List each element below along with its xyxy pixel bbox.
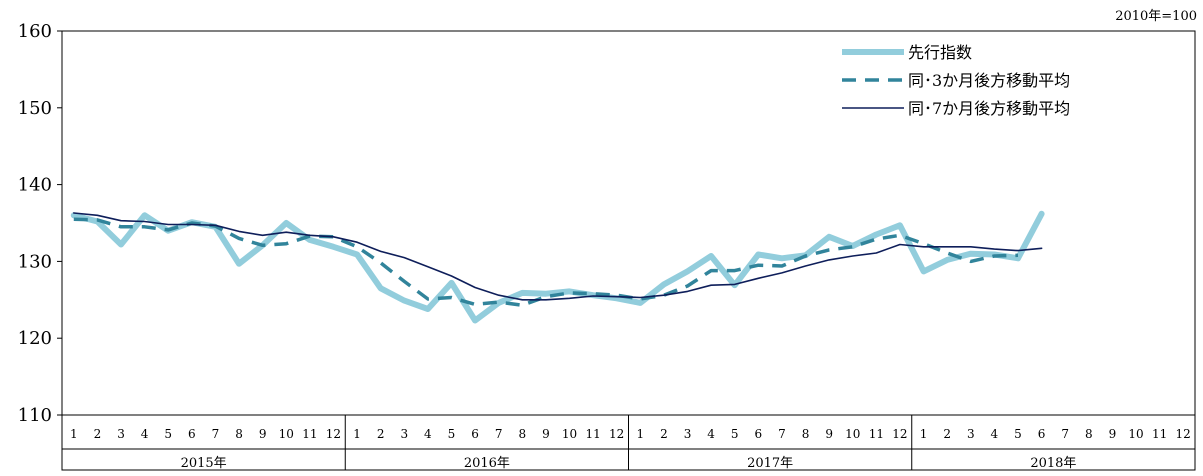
- x-tick-label: 4: [141, 427, 149, 441]
- year-label: 2016年: [464, 456, 510, 471]
- y-tick-label: 130: [18, 251, 52, 272]
- x-tick-label: 11: [585, 427, 600, 441]
- y-tick-label: 110: [18, 405, 52, 426]
- x-tick-label: 4: [707, 427, 715, 441]
- legend-label-2: 同･3か月後方移動平均: [908, 71, 1070, 90]
- x-tick-label: 6: [1038, 427, 1046, 441]
- x-tick-label: 3: [967, 427, 975, 441]
- x-tick-label: 11: [869, 427, 884, 441]
- x-tick-label: 8: [235, 427, 243, 441]
- x-tick-label: 5: [164, 427, 172, 441]
- y-axis-ticks: 110 120 130 140 150 160: [18, 21, 62, 426]
- x-tick-label: 1: [920, 427, 928, 441]
- year-label: 2017年: [747, 456, 793, 471]
- series-line-3: [73, 212, 1043, 301]
- x-tick-label: 9: [259, 427, 267, 441]
- x-tick-label: 3: [684, 427, 692, 441]
- x-tick-label: 10: [562, 427, 577, 441]
- x-tick-label: 2: [94, 427, 102, 441]
- x-tick-label: 2: [660, 427, 668, 441]
- year-label: 2018年: [1030, 456, 1076, 471]
- unit-note: 2010年=100: [1115, 9, 1197, 24]
- x-tick-label: 3: [400, 427, 408, 441]
- x-tick-label: 4: [991, 427, 999, 441]
- x-tick-label: 12: [326, 427, 341, 441]
- series-lines: [70, 210, 1045, 324]
- x-tick-label: 12: [609, 427, 624, 441]
- x-tick-label: 3: [117, 427, 125, 441]
- y-tick-label: 120: [18, 328, 52, 349]
- x-tick-label: 2: [377, 427, 385, 441]
- y-tick-label: 140: [18, 175, 52, 196]
- x-tick-label: 2: [943, 427, 951, 441]
- x-tick-label: 1: [353, 427, 361, 441]
- x-tick-label: 7: [212, 427, 220, 441]
- x-tick-label: 10: [279, 427, 294, 441]
- x-tick-label: 11: [302, 427, 317, 441]
- x-tick-label: 7: [1061, 427, 1069, 441]
- x-tick-label: 5: [1014, 427, 1022, 441]
- x-tick-label: 9: [542, 427, 550, 441]
- x-tick-label: 7: [778, 427, 786, 441]
- legend-label-1: 先行指数: [908, 43, 972, 62]
- x-tick-label: 10: [845, 427, 860, 441]
- x-tick-label: 12: [892, 427, 907, 441]
- x-tick-label: 1: [636, 427, 644, 441]
- x-tick-label: 8: [1085, 427, 1093, 441]
- x-tick-label: 5: [448, 427, 456, 441]
- x-tick-label: 9: [1109, 427, 1117, 441]
- series-line-2: [73, 217, 1019, 307]
- x-tick-label: 6: [188, 427, 196, 441]
- legend-label-3: 同･7か月後方移動平均: [908, 99, 1070, 118]
- x-tick-label: 1: [70, 427, 78, 441]
- x-tick-label: 7: [495, 427, 503, 441]
- x-tick-label: 10: [1128, 427, 1143, 441]
- x-tick-label: 6: [755, 427, 763, 441]
- x-tick-label: 12: [1176, 427, 1191, 441]
- series-line-1: [70, 210, 1045, 324]
- x-tick-label: 9: [825, 427, 833, 441]
- x-tick-label: 5: [731, 427, 739, 441]
- x-tick-label: 4: [424, 427, 432, 441]
- y-tick-label: 160: [18, 21, 52, 42]
- x-tick-label: 8: [802, 427, 810, 441]
- year-label: 2015年: [181, 456, 227, 471]
- y-tick-label: 150: [18, 98, 52, 119]
- x-tick-label: 6: [471, 427, 479, 441]
- x-tick-label: 8: [518, 427, 526, 441]
- x-tick-label: 11: [1152, 427, 1167, 441]
